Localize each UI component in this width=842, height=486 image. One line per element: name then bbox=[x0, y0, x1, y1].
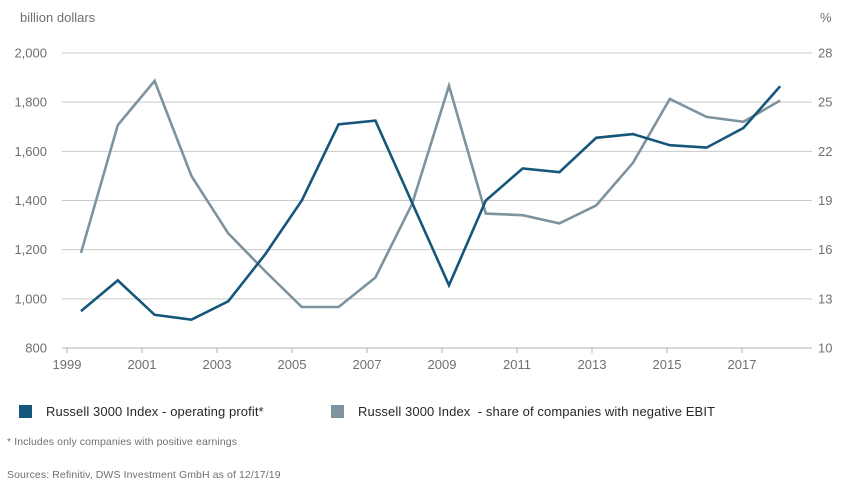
y-tick-label-right: 19 bbox=[818, 193, 832, 208]
x-tick-label: 2013 bbox=[578, 357, 607, 372]
legend-swatch-operating-profit bbox=[19, 405, 32, 418]
x-tick-label: 2009 bbox=[428, 357, 457, 372]
x-tick-label: 2011 bbox=[503, 357, 531, 372]
y-tick-label-left: 1,600 bbox=[14, 144, 47, 159]
y-tick-label-left: 800 bbox=[25, 341, 47, 356]
x-tick-label: 2003 bbox=[203, 357, 232, 372]
y-tick-label-right: 10 bbox=[818, 341, 832, 356]
unit-label-left: billion dollars bbox=[20, 10, 96, 25]
x-tick-label: 2015 bbox=[653, 357, 682, 372]
x-tick-label: 2005 bbox=[278, 357, 307, 372]
x-tick-label: 2017 bbox=[728, 357, 757, 372]
legend-item-negative-ebit-share: Russell 3000 Index - share of companies … bbox=[331, 404, 715, 419]
legend-label-negative-ebit-share: Russell 3000 Index - share of companies … bbox=[358, 404, 716, 419]
unit-label-right: % bbox=[820, 10, 832, 25]
y-tick-label-left: 2,000 bbox=[14, 46, 47, 61]
y-tick-label-right: 28 bbox=[818, 46, 832, 61]
x-tick-label: 2007 bbox=[353, 357, 382, 372]
legend-label-operating-profit: Russell 3000 Index - operating profit* bbox=[46, 404, 264, 419]
y-tick-label-left: 1,200 bbox=[14, 242, 47, 257]
legend-swatch-negative-ebit-share bbox=[331, 405, 344, 418]
x-tick-label: 2001 bbox=[128, 357, 157, 372]
line-operating-profit bbox=[80, 85, 782, 322]
y-tick-label-right: 13 bbox=[818, 291, 832, 306]
line-negative-ebit-share bbox=[79, 78, 781, 309]
y-tick-label-left: 1,800 bbox=[14, 95, 47, 110]
y-tick-label-left: 1,400 bbox=[14, 193, 47, 208]
x-tick-label: 1999 bbox=[53, 357, 82, 372]
y-tick-label-right: 16 bbox=[818, 242, 832, 257]
legend: Russell 3000 Index - operating profit* R… bbox=[0, 404, 842, 420]
y-tick-label-right: 22 bbox=[818, 144, 832, 159]
y-tick-label-left: 1,000 bbox=[14, 291, 47, 306]
y-tick-label-right: 25 bbox=[818, 95, 832, 110]
legend-item-operating-profit: Russell 3000 Index - operating profit* bbox=[19, 404, 264, 419]
chart-plot-area: billion dollars % 800 10 1,000 13 1,200 16 1,400… bbox=[14, 10, 832, 372]
footnote: * Includes only companies with positive … bbox=[7, 436, 238, 448]
sources-note: Sources: Refinitiv, DWS Investment GmbH … bbox=[7, 469, 281, 481]
